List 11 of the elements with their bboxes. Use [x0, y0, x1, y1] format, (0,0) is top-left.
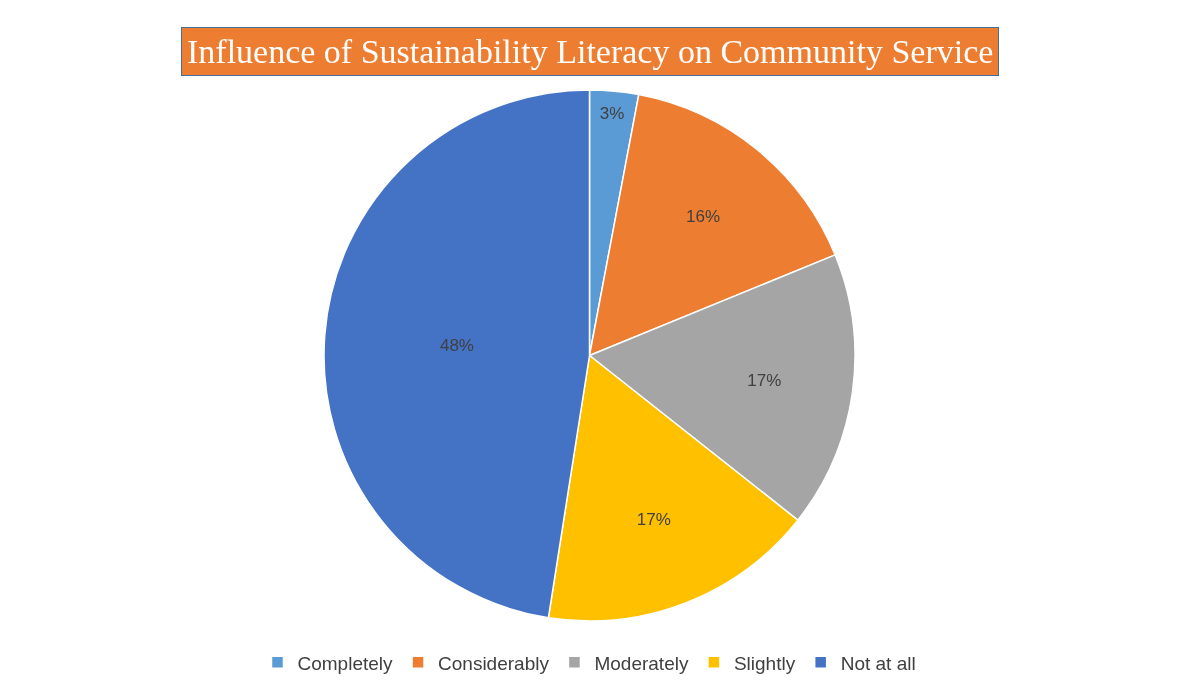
legend-label: Not at all — [840, 652, 916, 674]
legend-label: Slightly — [733, 652, 796, 674]
legend-label: Considerably — [438, 652, 550, 674]
data-label: 17% — [636, 510, 671, 530]
data-label: 3% — [599, 104, 625, 124]
legend-label: Moderately — [594, 652, 689, 674]
data-label: 48% — [439, 335, 474, 355]
data-label: 17% — [747, 370, 782, 390]
chart-title: Influence of Sustainability Literacy on Community Service — [187, 33, 994, 70]
legend-label: Completely — [297, 652, 394, 674]
data-label: 16% — [686, 206, 721, 226]
